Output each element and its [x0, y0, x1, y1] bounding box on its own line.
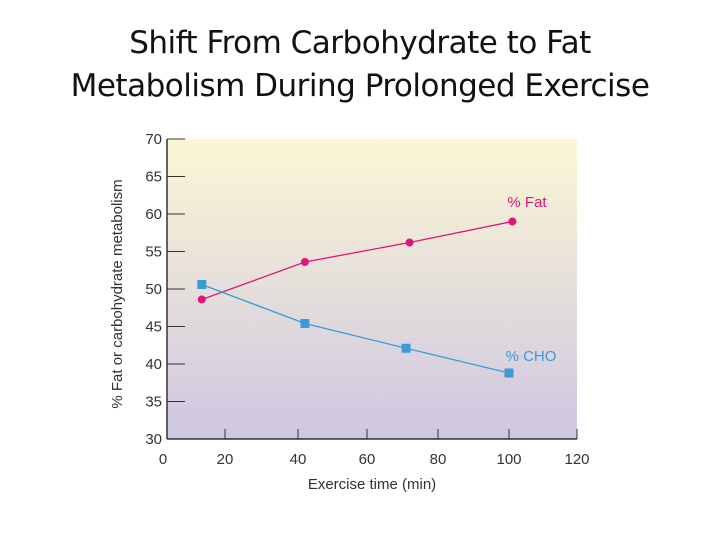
x-tick-label: 20: [217, 451, 234, 468]
data-point-cho: [504, 368, 514, 378]
x-tick-label: 120: [564, 451, 589, 468]
y-tick-label: 55: [145, 244, 162, 261]
y-tick-label: 70: [145, 131, 162, 148]
y-tick-label: 35: [145, 394, 162, 411]
y-tick-label: 50: [145, 281, 162, 298]
plot-area: [167, 139, 577, 439]
title-line-2: Metabolism During Prolonged Exercise: [70, 68, 650, 104]
series-label-cho: % CHO: [506, 348, 557, 365]
data-point-cho: [197, 280, 207, 289]
y-tick-label: 40: [145, 356, 162, 373]
y-tick-label: 65: [145, 169, 162, 186]
y-tick-label: 45: [145, 319, 162, 336]
x-axis-label: Exercise time (min): [308, 476, 436, 493]
data-point-fat: [197, 295, 206, 304]
data-point-fat: [405, 238, 414, 247]
data-point-fat: [300, 258, 309, 266]
x-tick-label: 60: [359, 451, 376, 468]
y-tick-label: 60: [145, 206, 162, 223]
series-label-fat: % Fat: [507, 194, 547, 211]
data-point-cho: [401, 343, 411, 353]
data-point-fat: [508, 217, 517, 226]
title-line-1: Shift From Carbohydrate to Fat: [129, 25, 591, 61]
x-tick-label: 100: [496, 451, 521, 468]
series-line-cho: [201, 283, 510, 374]
x-tick-label: 0: [159, 451, 167, 468]
x-tick-label: 80: [430, 451, 447, 468]
series-line-fat: [201, 220, 513, 301]
slide-title: Shift From Carbohydrate to Fat Metabolis…: [0, 22, 720, 108]
data-point-cho: [300, 319, 310, 328]
y-axis-label: % Fat or carbohydrate metabolism: [109, 179, 126, 408]
y-tick-label: 30: [145, 431, 162, 448]
x-tick-label: 40: [290, 451, 307, 468]
